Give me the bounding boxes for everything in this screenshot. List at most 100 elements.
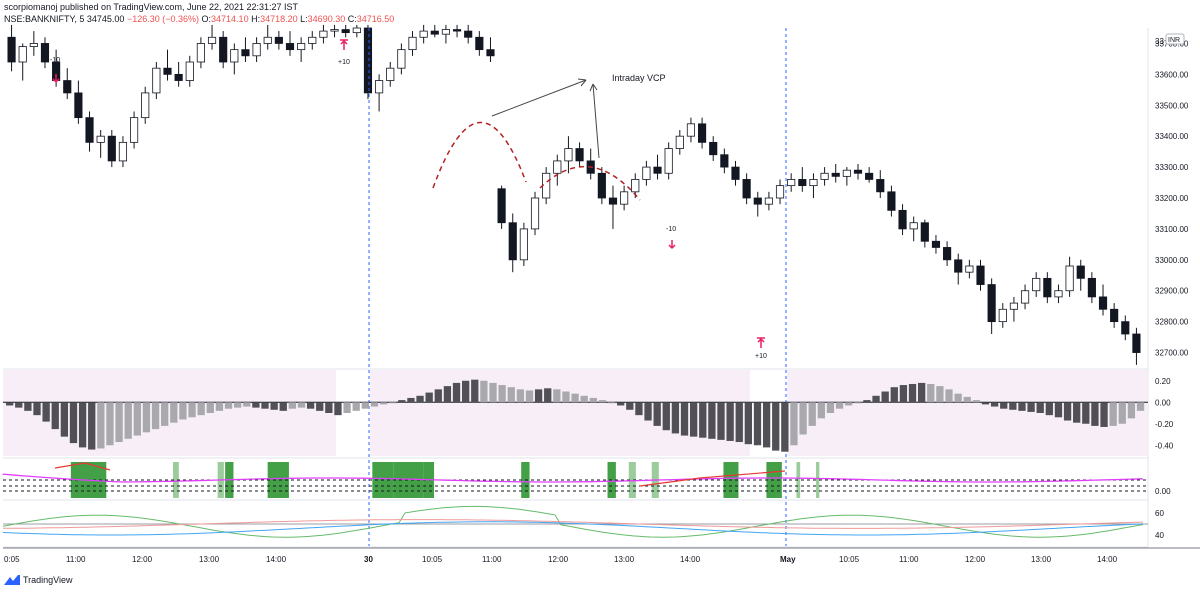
candle-body bbox=[775, 185, 785, 199]
histogram-bar bbox=[1100, 402, 1108, 427]
close-value: 34716.50 bbox=[356, 14, 395, 24]
histogram-bar bbox=[234, 402, 242, 408]
candle-body bbox=[1032, 277, 1041, 292]
signal-label: +10 bbox=[755, 353, 767, 360]
histogram-bar bbox=[6, 402, 14, 406]
candle-body bbox=[497, 188, 506, 224]
time-axis-tick: 11:00 bbox=[482, 555, 502, 564]
candle-body bbox=[386, 67, 395, 81]
candle-body bbox=[263, 36, 272, 44]
signal-block bbox=[796, 462, 801, 498]
candle-body bbox=[452, 29, 462, 32]
histogram-bar bbox=[334, 402, 342, 416]
histogram-bar bbox=[270, 402, 278, 410]
histogram-bar bbox=[881, 391, 889, 403]
histogram-bar bbox=[799, 402, 807, 435]
candle-body bbox=[85, 117, 94, 143]
signal-label: -10 bbox=[50, 57, 60, 64]
price-axis-tick: 33300.00 bbox=[1155, 163, 1189, 172]
signal-label: -10 bbox=[666, 226, 676, 233]
histogram-bar bbox=[124, 402, 132, 439]
histogram-bar bbox=[471, 379, 479, 403]
histogram-bar bbox=[945, 389, 953, 403]
candle-body bbox=[464, 30, 473, 38]
candle-body bbox=[965, 265, 974, 273]
candle-body bbox=[931, 240, 941, 248]
candle-body bbox=[575, 148, 584, 162]
histogram-bar bbox=[1109, 402, 1117, 426]
histogram-bar bbox=[170, 402, 178, 423]
histogram-bar bbox=[252, 402, 260, 408]
histogram-bar bbox=[781, 402, 789, 452]
tradingview-logo[interactable]: TradingView bbox=[4, 575, 73, 585]
candle-body bbox=[308, 36, 317, 44]
candle-body bbox=[608, 197, 618, 205]
candle-body bbox=[241, 49, 250, 57]
histogram-bar bbox=[352, 402, 360, 411]
publisher-line: scorpiomanoj published on TradingView.co… bbox=[4, 2, 298, 13]
candle-body bbox=[742, 179, 751, 199]
vcp-dashed-arc bbox=[432, 121, 527, 189]
candle-body bbox=[876, 179, 885, 193]
candle-body bbox=[375, 80, 384, 94]
histogram-bar bbox=[1045, 402, 1053, 416]
histogram-bar bbox=[872, 395, 880, 403]
histogram-bar bbox=[51, 402, 59, 430]
candle-body bbox=[174, 73, 183, 81]
candle-body bbox=[297, 43, 306, 51]
histogram-bar bbox=[808, 402, 816, 426]
candle-body bbox=[341, 29, 350, 34]
publisher-text: scorpiomanoj published on TradingView.co… bbox=[4, 2, 299, 12]
histogram-bar bbox=[179, 402, 187, 420]
histogram-bar bbox=[1054, 402, 1063, 418]
sell-signal-arrow-icon bbox=[52, 74, 60, 84]
histogram-bar bbox=[343, 402, 351, 413]
candle-body bbox=[74, 92, 83, 119]
histogram-axis-tick: -0.40 bbox=[1155, 441, 1174, 450]
time-axis-tick: 14:00 bbox=[1097, 555, 1118, 564]
histogram-bar bbox=[580, 395, 588, 403]
candle-body bbox=[664, 148, 673, 174]
vcp-dashed-arc bbox=[539, 166, 641, 201]
histogram-bar bbox=[325, 402, 333, 413]
symbol-label: NSE:BANKNIFTY, 5 bbox=[4, 14, 85, 24]
histogram-bar bbox=[954, 393, 962, 403]
oscillator-axis-tick: 60 bbox=[1155, 509, 1164, 518]
histogram-bar bbox=[361, 402, 369, 409]
candle-body bbox=[96, 135, 105, 143]
candle-body bbox=[397, 49, 406, 69]
signal-red-line bbox=[639, 470, 786, 487]
price-axis-tick: 33200.00 bbox=[1155, 194, 1189, 203]
candle-body bbox=[1132, 333, 1141, 353]
low-label: L: bbox=[300, 14, 308, 24]
time-axis-tick: May bbox=[780, 555, 796, 564]
histogram-bar bbox=[507, 387, 515, 403]
candle-body bbox=[7, 36, 16, 63]
candle-body bbox=[920, 222, 929, 242]
histogram-bar bbox=[762, 402, 771, 448]
time-axis-tick: 14:00 bbox=[680, 555, 701, 564]
tradingview-brand: TradingView bbox=[23, 575, 73, 585]
histogram-bar bbox=[571, 393, 579, 403]
candle-body bbox=[1054, 290, 1063, 298]
histogram-bar bbox=[863, 400, 871, 403]
candle-body bbox=[207, 36, 217, 44]
histogram-bar bbox=[726, 402, 734, 441]
signal-block bbox=[816, 462, 820, 498]
histogram-bar bbox=[990, 402, 999, 407]
candle-body bbox=[274, 36, 283, 44]
currency-badge-text: INR bbox=[1168, 37, 1180, 44]
candle-body bbox=[753, 197, 762, 205]
histogram-bar bbox=[498, 385, 506, 403]
histogram-bar bbox=[462, 380, 470, 403]
histogram-bar bbox=[60, 402, 69, 437]
candle-body bbox=[330, 29, 339, 32]
candle-body bbox=[564, 148, 573, 162]
histogram-axis-tick: 0.00 bbox=[1155, 398, 1171, 407]
candle-body bbox=[1020, 290, 1030, 304]
candle-body bbox=[530, 197, 540, 230]
candle-body bbox=[363, 27, 373, 94]
histogram-bar bbox=[854, 402, 862, 404]
candle-body bbox=[475, 36, 484, 51]
